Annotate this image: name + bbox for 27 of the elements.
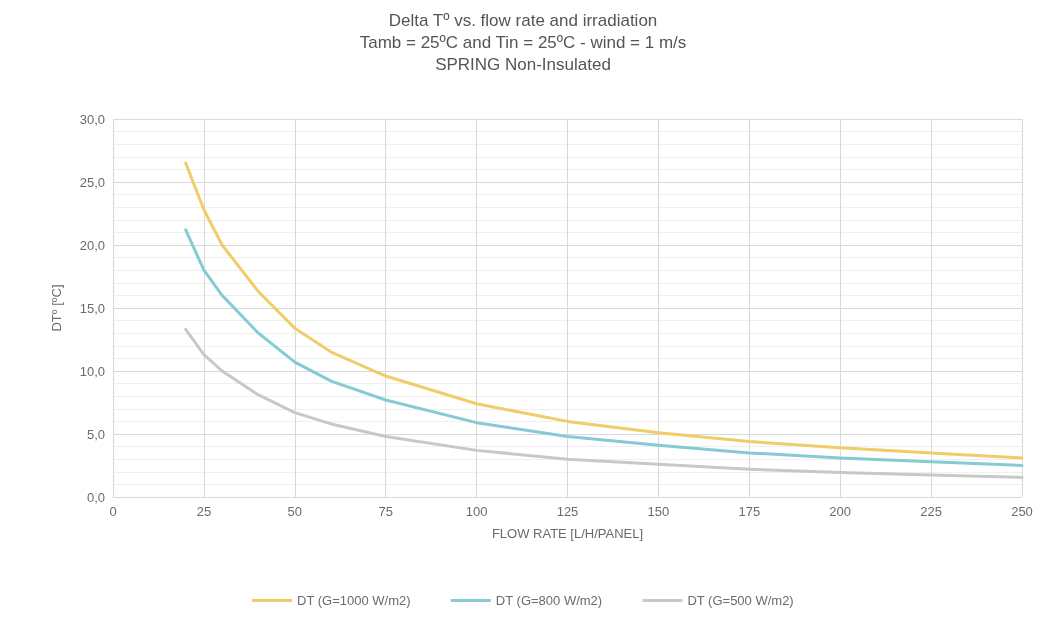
y-tick-label: 25,0 xyxy=(79,174,105,190)
x-tick-label: 125 xyxy=(556,504,579,519)
x-axis-title: FLOW RATE [L/H/PANEL] xyxy=(491,526,644,541)
line-series xyxy=(184,228,1024,467)
x-tick-label: 0 xyxy=(109,504,117,519)
y-tick-label: 0,0 xyxy=(86,489,105,505)
x-tick-label: 250 xyxy=(1011,504,1033,519)
chart-title: Delta Tº vs. flow rate and irradiation Tamb = 25ºC and Tin = 25ºC - wind = 1 m/s SPRING Non-Insulated xyxy=(359,10,687,74)
legend-label: DT (G=800 W/m2) xyxy=(495,593,603,608)
x-tick-label: 225 xyxy=(920,504,942,519)
x-tick-label: 200 xyxy=(829,504,852,519)
x-tick-label: 100 xyxy=(465,504,488,519)
y-tick-label: 30,0 xyxy=(79,111,105,127)
y-tick-label: 5,0 xyxy=(86,426,105,442)
y-tick-label: 10,0 xyxy=(79,363,105,379)
legend-label: DT (G=500 W/m2) xyxy=(687,593,794,608)
x-tick-label: 50 xyxy=(287,504,303,519)
y-tick-label: 20,0 xyxy=(79,237,105,253)
y-axis-title: DTº [ºC] xyxy=(49,284,64,332)
x-tick-label: 150 xyxy=(647,504,670,519)
line-series xyxy=(184,161,1024,460)
x-tick-label: 175 xyxy=(738,504,761,519)
x-tick-label: 25 xyxy=(196,504,212,519)
y-tick-label: 15,0 xyxy=(79,300,105,316)
x-tick-label: 75 xyxy=(378,504,393,519)
legend-label: DT (G=1000 W/m2) xyxy=(297,593,411,608)
line-series xyxy=(184,327,1024,479)
